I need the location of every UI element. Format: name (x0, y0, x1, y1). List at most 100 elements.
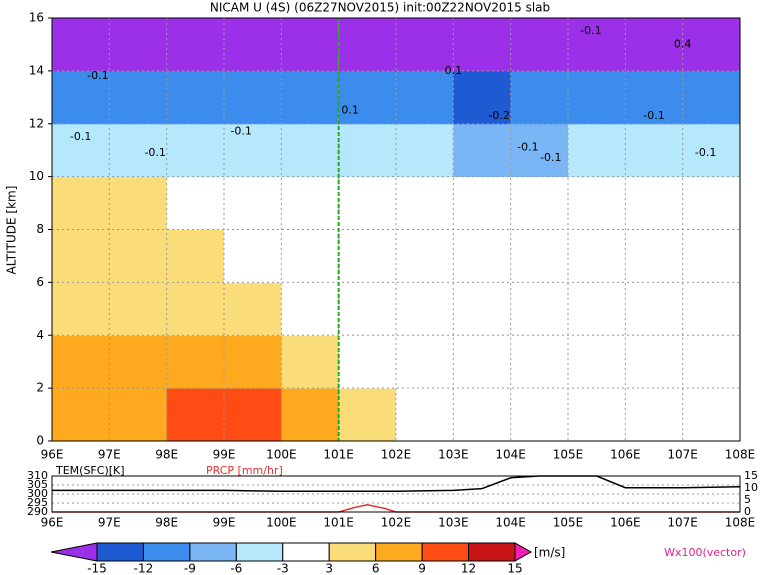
vector-label: Wx100(vector) (664, 546, 746, 559)
field-cell (166, 176, 225, 230)
x-tick-label: 106E (610, 516, 641, 530)
x-tick-label: 108E (725, 448, 756, 462)
colorbar-box (468, 542, 516, 562)
y-tick-label: 12 (29, 116, 44, 130)
field-cell (166, 18, 225, 72)
x-tick-label: 101E (323, 516, 354, 530)
field-cell (568, 388, 626, 442)
field-cell (453, 18, 512, 72)
field-cell (338, 70, 397, 125)
field-cell (166, 388, 225, 442)
field-cell (682, 70, 741, 125)
field-cell (625, 282, 684, 336)
colorbar-label: 6 (372, 562, 380, 575)
field-cell (453, 123, 512, 178)
contour-label: 0.1 (341, 104, 359, 117)
contour-label: -0.1 (230, 125, 251, 138)
colorbar-box (282, 542, 330, 562)
contour-label: -0.1 (540, 151, 561, 164)
field-cell (166, 123, 225, 178)
contour-label: -0.1 (144, 146, 165, 159)
field-cell (338, 176, 397, 230)
field-cell (224, 388, 282, 442)
chart-title: NICAM U (4S) (06Z27NOV2015) init:00Z22NO… (210, 1, 550, 15)
field-cell (510, 282, 569, 336)
contour-label: -0.1 (517, 141, 538, 154)
colorbar-box (96, 542, 144, 562)
x-tick-label: 102E (381, 448, 412, 462)
x-tick-label: 105E (553, 448, 584, 462)
field-cell (510, 388, 569, 442)
legend-entry: TEM(SFC)[K] (55, 464, 125, 477)
y-tick-label: 4 (36, 328, 44, 342)
colorbar-label: -6 (230, 562, 242, 575)
field-cell (52, 70, 110, 125)
colorbar-box (235, 542, 284, 562)
field-cell (396, 176, 454, 230)
colorbar-label: 3 (325, 562, 333, 575)
colorbar-label: -12 (134, 562, 154, 575)
field-cell (281, 388, 340, 442)
x-tick-label: 96E (41, 516, 64, 530)
legend-entry: PRCP [mm/hr] (206, 464, 283, 477)
field-cell (396, 70, 454, 125)
colorbar-label: 15 (507, 562, 522, 575)
field-cell (453, 70, 512, 125)
contour-label: 0.1 (445, 64, 463, 77)
field-cell (224, 18, 282, 72)
field-cell (568, 229, 626, 283)
contour-label: -0.1 (695, 146, 716, 159)
field-cell (396, 388, 454, 442)
field-cell (453, 229, 512, 283)
field-cell (453, 388, 512, 442)
x-tick-label: 101E (323, 448, 354, 462)
plot-frame (51, 475, 741, 513)
field-cell (109, 229, 168, 283)
field-cell (510, 70, 569, 125)
field-cell (52, 388, 110, 442)
field-cell (453, 335, 512, 389)
series-line (52, 504, 740, 513)
field-cell (625, 388, 684, 442)
field-cell (396, 282, 454, 336)
x-tick-label: 100E (266, 516, 297, 530)
field-cell (510, 335, 569, 389)
x-tick-label: 98E (155, 516, 178, 530)
field-cell (338, 335, 397, 389)
x-tick-label: 106E (610, 448, 641, 462)
y-tick-label: 2 (36, 381, 44, 395)
y-tick-label: 8 (36, 222, 44, 236)
field-cell (166, 282, 225, 336)
y-tick-label: 14 (29, 63, 44, 77)
x-tick-label: 103E (438, 448, 469, 462)
field-cell (281, 229, 340, 283)
y-tick-label: 310 (27, 469, 48, 482)
field-cell (625, 229, 684, 283)
x-tick-label: 107E (667, 448, 698, 462)
x-tick-label: 104E (495, 448, 526, 462)
y-axis-label: ALTITUDE [km] (5, 186, 19, 275)
field-cell (625, 335, 684, 389)
colorbar-label: -9 (184, 562, 196, 575)
y-tick-label: 300 (27, 487, 48, 500)
x-tick-label: 97E (98, 516, 121, 530)
x-tick-label: 104E (495, 516, 526, 530)
field-cell (52, 335, 110, 389)
field-cell (52, 123, 110, 178)
y-tick-label: 295 (27, 496, 48, 509)
field-cell (281, 18, 340, 72)
field-cell (166, 229, 225, 283)
field-cell (224, 70, 282, 125)
field-cell (166, 70, 225, 125)
field-cell (396, 229, 454, 283)
field-cell (338, 388, 397, 442)
field-cell (109, 388, 168, 442)
colorbar-high (514, 542, 533, 562)
x-tick-label: 105E (553, 516, 584, 530)
field-cell (568, 70, 626, 125)
x-tick-label: 99E (213, 516, 236, 530)
colorbar-label: -15 (87, 562, 107, 575)
y-tick-label: 290 (27, 505, 48, 518)
contour-label: -0.1 (643, 109, 664, 122)
